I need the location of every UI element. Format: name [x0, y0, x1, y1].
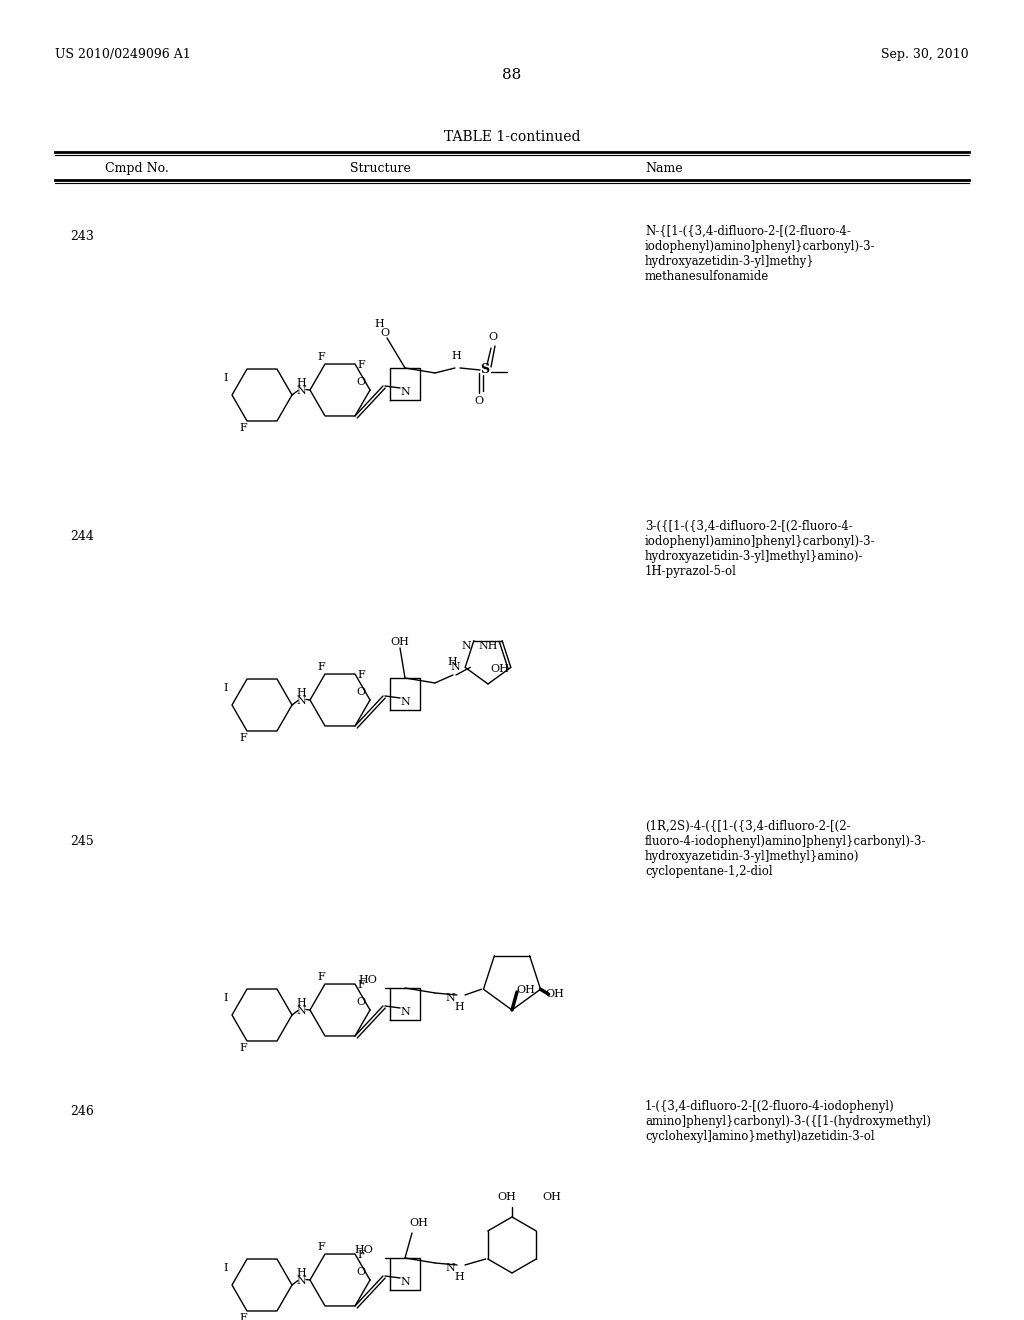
Text: F: F: [240, 1043, 247, 1053]
Text: 243: 243: [70, 230, 94, 243]
Text: 245: 245: [70, 836, 94, 847]
Text: OH: OH: [498, 1192, 516, 1203]
Text: OH: OH: [542, 1192, 561, 1203]
Text: H: H: [296, 1267, 306, 1278]
Text: Structure: Structure: [349, 162, 411, 176]
Text: F: F: [317, 972, 325, 982]
Text: H: H: [447, 657, 457, 667]
Text: I: I: [224, 1263, 228, 1272]
Text: F: F: [357, 671, 365, 680]
Text: OH: OH: [409, 1218, 428, 1228]
Text: 244: 244: [70, 531, 94, 543]
Text: H: H: [454, 1002, 464, 1012]
Text: HO: HO: [358, 975, 377, 985]
Text: H: H: [452, 351, 461, 360]
Text: N: N: [296, 1006, 306, 1016]
Text: N: N: [400, 387, 410, 397]
Text: HO: HO: [354, 1245, 373, 1255]
Text: 3-({[1-({3,4-difluoro-2-[(2-fluoro-4-
iodophenyl)amino]phenyl}carbonyl)-3-
hydro: 3-({[1-({3,4-difluoro-2-[(2-fluoro-4- io…: [645, 520, 876, 578]
Text: 88: 88: [503, 69, 521, 82]
Text: N: N: [400, 697, 410, 708]
Text: O: O: [381, 327, 389, 338]
Text: F: F: [240, 422, 247, 433]
Text: N: N: [296, 387, 306, 396]
Text: I: I: [224, 682, 228, 693]
Text: S: S: [480, 363, 489, 376]
Text: OH: OH: [390, 638, 409, 647]
Text: F: F: [357, 360, 365, 370]
Text: O: O: [356, 997, 366, 1007]
Text: N: N: [445, 993, 455, 1003]
Text: O: O: [488, 333, 498, 342]
Text: H: H: [374, 319, 384, 329]
Text: N: N: [296, 697, 306, 706]
Text: 246: 246: [70, 1105, 94, 1118]
Text: Sep. 30, 2010: Sep. 30, 2010: [882, 48, 969, 61]
Text: F: F: [357, 979, 365, 990]
Text: H: H: [296, 688, 306, 697]
Text: N: N: [445, 1263, 455, 1272]
Text: Name: Name: [645, 162, 683, 176]
Text: O: O: [474, 396, 483, 407]
Text: US 2010/0249096 A1: US 2010/0249096 A1: [55, 48, 190, 61]
Text: OH: OH: [516, 985, 535, 995]
Text: F: F: [317, 352, 325, 362]
Text: I: I: [224, 993, 228, 1003]
Text: OH: OH: [546, 989, 564, 999]
Text: O: O: [356, 378, 366, 387]
Text: H: H: [296, 378, 306, 388]
Text: N: N: [451, 663, 460, 672]
Text: F: F: [317, 663, 325, 672]
Text: Cmpd No.: Cmpd No.: [105, 162, 169, 176]
Text: I: I: [224, 374, 228, 383]
Text: F: F: [240, 1313, 247, 1320]
Text: N: N: [461, 640, 471, 651]
Text: OH: OH: [490, 664, 509, 675]
Text: O: O: [356, 686, 366, 697]
Text: F: F: [357, 1250, 365, 1261]
Text: O: O: [356, 1267, 366, 1276]
Text: N-{[1-({3,4-difluoro-2-[(2-fluoro-4-
iodophenyl)amino]phenyl}carbonyl)-3-
hydrox: N-{[1-({3,4-difluoro-2-[(2-fluoro-4- iod…: [645, 224, 876, 282]
Text: N: N: [400, 1007, 410, 1016]
Text: N: N: [400, 1276, 410, 1287]
Text: (1R,2S)-4-({[1-({3,4-difluoro-2-[(2-
fluoro-4-iodophenyl)amino]phenyl}carbonyl)-: (1R,2S)-4-({[1-({3,4-difluoro-2-[(2- flu…: [645, 820, 927, 878]
Text: F: F: [240, 733, 247, 743]
Text: N: N: [296, 1276, 306, 1287]
Text: H: H: [454, 1272, 464, 1282]
Text: H: H: [296, 998, 306, 1007]
Text: F: F: [317, 1242, 325, 1253]
Text: TABLE 1-continued: TABLE 1-continued: [443, 129, 581, 144]
Text: 1-({3,4-difluoro-2-[(2-fluoro-4-iodophenyl)
amino]phenyl}carbonyl)-3-({[1-(hydro: 1-({3,4-difluoro-2-[(2-fluoro-4-iodophen…: [645, 1100, 931, 1143]
Text: NH: NH: [479, 640, 499, 651]
